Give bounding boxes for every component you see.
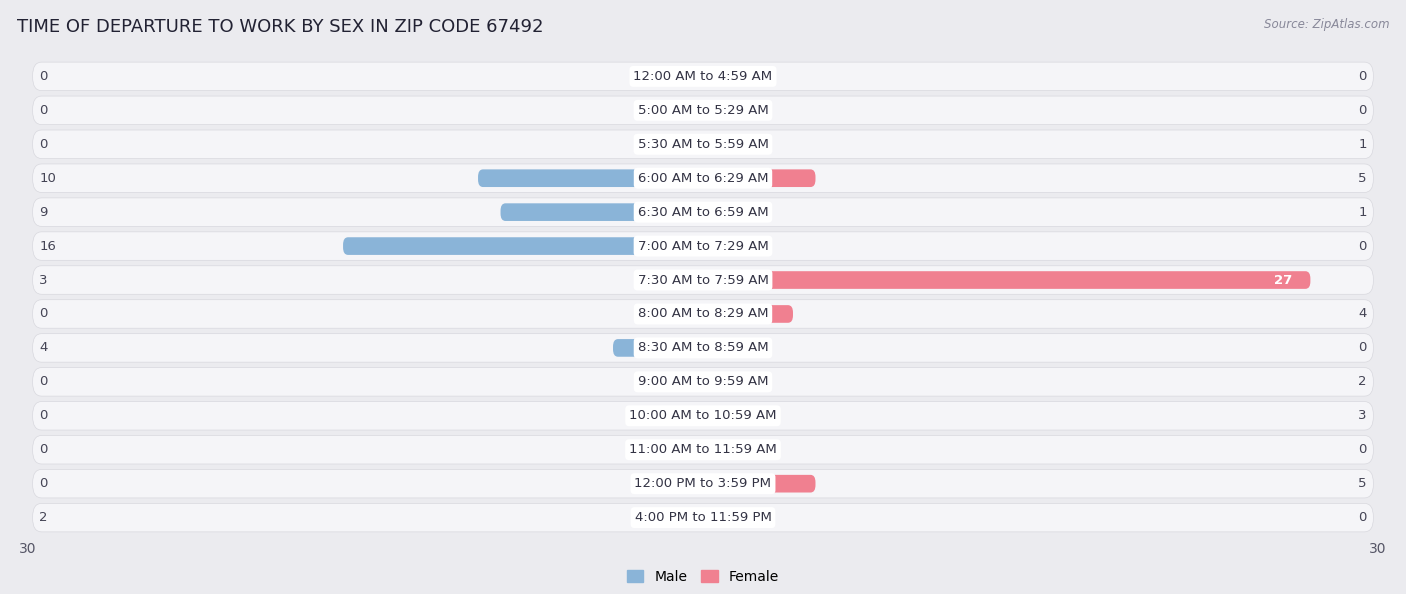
- Text: 2: 2: [1358, 375, 1367, 388]
- FancyBboxPatch shape: [658, 509, 703, 526]
- FancyBboxPatch shape: [703, 407, 770, 425]
- FancyBboxPatch shape: [636, 271, 703, 289]
- Text: 27: 27: [1274, 273, 1292, 286]
- FancyBboxPatch shape: [32, 62, 1374, 91]
- Text: 11:00 AM to 11:59 AM: 11:00 AM to 11:59 AM: [628, 443, 778, 456]
- Text: 0: 0: [1358, 511, 1367, 524]
- FancyBboxPatch shape: [703, 475, 815, 492]
- FancyBboxPatch shape: [32, 435, 1374, 464]
- FancyBboxPatch shape: [32, 198, 1374, 226]
- Text: 4: 4: [39, 342, 48, 355]
- Text: 0: 0: [1358, 70, 1367, 83]
- FancyBboxPatch shape: [32, 96, 1374, 125]
- Legend: Male, Female: Male, Female: [621, 564, 785, 589]
- Text: 1: 1: [1358, 206, 1367, 219]
- Text: 5: 5: [1358, 477, 1367, 490]
- Text: 3: 3: [39, 273, 48, 286]
- Text: 2: 2: [39, 511, 48, 524]
- Text: 5: 5: [1358, 172, 1367, 185]
- Text: 5:00 AM to 5:29 AM: 5:00 AM to 5:29 AM: [638, 104, 768, 117]
- FancyBboxPatch shape: [32, 266, 1374, 294]
- Text: 0: 0: [1358, 104, 1367, 117]
- Text: 12:00 AM to 4:59 AM: 12:00 AM to 4:59 AM: [634, 70, 772, 83]
- Text: 4: 4: [1358, 308, 1367, 321]
- FancyBboxPatch shape: [343, 237, 703, 255]
- Text: TIME OF DEPARTURE TO WORK BY SEX IN ZIP CODE 67492: TIME OF DEPARTURE TO WORK BY SEX IN ZIP …: [17, 18, 543, 36]
- FancyBboxPatch shape: [703, 203, 725, 221]
- FancyBboxPatch shape: [32, 334, 1374, 362]
- Text: 0: 0: [1358, 443, 1367, 456]
- Text: 16: 16: [39, 239, 56, 252]
- FancyBboxPatch shape: [32, 164, 1374, 192]
- Text: 6:00 AM to 6:29 AM: 6:00 AM to 6:29 AM: [638, 172, 768, 185]
- FancyBboxPatch shape: [32, 130, 1374, 159]
- FancyBboxPatch shape: [32, 300, 1374, 328]
- Text: 9: 9: [39, 206, 48, 219]
- Text: 4:00 PM to 11:59 PM: 4:00 PM to 11:59 PM: [634, 511, 772, 524]
- Text: 0: 0: [39, 409, 48, 422]
- FancyBboxPatch shape: [703, 373, 748, 391]
- FancyBboxPatch shape: [703, 169, 815, 187]
- Text: 5:30 AM to 5:59 AM: 5:30 AM to 5:59 AM: [637, 138, 769, 151]
- FancyBboxPatch shape: [32, 232, 1374, 260]
- Text: 10: 10: [39, 172, 56, 185]
- Text: 8:00 AM to 8:29 AM: 8:00 AM to 8:29 AM: [638, 308, 768, 321]
- Text: 12:00 PM to 3:59 PM: 12:00 PM to 3:59 PM: [634, 477, 772, 490]
- Text: 6:30 AM to 6:59 AM: 6:30 AM to 6:59 AM: [638, 206, 768, 219]
- FancyBboxPatch shape: [32, 402, 1374, 430]
- Text: 0: 0: [39, 375, 48, 388]
- FancyBboxPatch shape: [703, 135, 725, 153]
- Text: 0: 0: [39, 308, 48, 321]
- Text: 0: 0: [39, 70, 48, 83]
- Text: 7:30 AM to 7:59 AM: 7:30 AM to 7:59 AM: [637, 273, 769, 286]
- Text: 0: 0: [39, 477, 48, 490]
- Text: 0: 0: [39, 138, 48, 151]
- FancyBboxPatch shape: [703, 271, 1310, 289]
- Text: Source: ZipAtlas.com: Source: ZipAtlas.com: [1264, 18, 1389, 31]
- FancyBboxPatch shape: [703, 305, 793, 323]
- Text: 1: 1: [1358, 138, 1367, 151]
- Text: 9:00 AM to 9:59 AM: 9:00 AM to 9:59 AM: [638, 375, 768, 388]
- FancyBboxPatch shape: [478, 169, 703, 187]
- Text: 7:00 AM to 7:29 AM: 7:00 AM to 7:29 AM: [638, 239, 768, 252]
- FancyBboxPatch shape: [613, 339, 703, 357]
- Text: 3: 3: [1358, 409, 1367, 422]
- Text: 8:30 AM to 8:59 AM: 8:30 AM to 8:59 AM: [638, 342, 768, 355]
- Text: 0: 0: [1358, 342, 1367, 355]
- FancyBboxPatch shape: [32, 503, 1374, 532]
- FancyBboxPatch shape: [32, 368, 1374, 396]
- FancyBboxPatch shape: [501, 203, 703, 221]
- Text: 0: 0: [39, 104, 48, 117]
- Text: 0: 0: [39, 443, 48, 456]
- Text: 0: 0: [1358, 239, 1367, 252]
- FancyBboxPatch shape: [32, 469, 1374, 498]
- Text: 10:00 AM to 10:59 AM: 10:00 AM to 10:59 AM: [630, 409, 776, 422]
